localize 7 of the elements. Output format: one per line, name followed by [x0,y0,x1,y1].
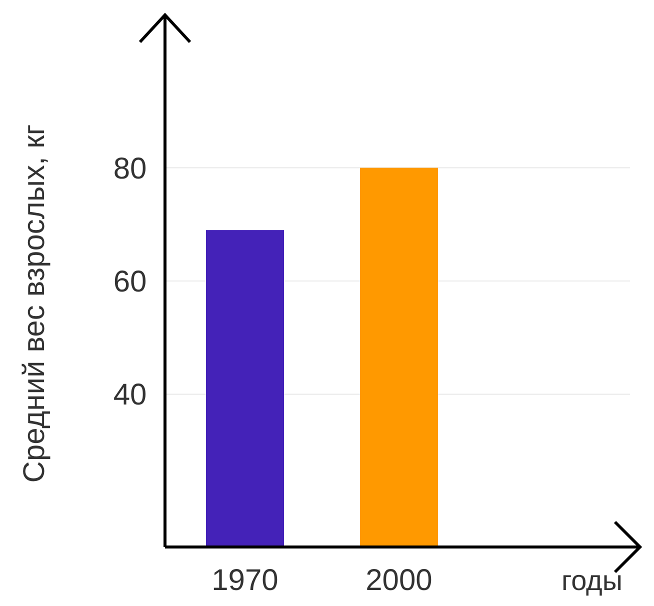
y-tick-label: 40 [113,378,147,412]
x-axis-title: годы [561,565,623,596]
x-tick-label: 2000 [366,564,432,597]
y-axis-title: Средний вес взрослых, кг [18,124,51,483]
y-tick-label: 60 [113,266,147,298]
x-tick-label: 1970 [212,564,278,597]
y-tick-label: 80 [113,152,147,186]
